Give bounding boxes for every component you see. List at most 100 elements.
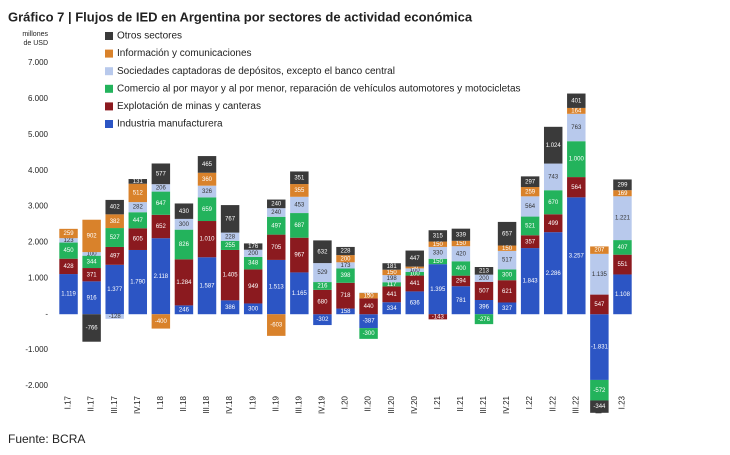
legend-swatch <box>105 120 113 128</box>
data-label: -344 <box>593 404 606 410</box>
data-label: 497 <box>110 253 121 259</box>
data-label: 228 <box>225 234 236 240</box>
data-label: 117 <box>387 282 397 288</box>
data-label: 1.377 <box>107 287 123 293</box>
data-label: 228 <box>340 249 351 255</box>
data-label: 420 <box>456 251 467 257</box>
data-label: 382 <box>110 219 121 225</box>
data-label: 150 <box>433 259 444 265</box>
data-label: -302 <box>316 317 329 323</box>
data-label: 150 <box>502 246 513 252</box>
data-label: 453 <box>294 203 305 209</box>
data-label: 605 <box>133 237 144 243</box>
legend-label: Comercio al por mayor y al por menor, re… <box>117 83 521 94</box>
x-tick-label: II.18 <box>179 395 188 411</box>
x-tick-label: II.21 <box>456 395 465 411</box>
legend-swatch <box>105 50 113 58</box>
data-label: 398 <box>340 273 351 279</box>
legend-swatch <box>105 85 113 93</box>
y-axis-label: de USD <box>23 40 48 47</box>
data-label: 1.790 <box>130 280 146 286</box>
y-tick-label: 4.000 <box>28 166 49 175</box>
data-label: 659 <box>202 207 213 213</box>
data-label: 547 <box>594 302 605 308</box>
data-label: 430 <box>179 209 190 215</box>
x-tick-label: III.20 <box>387 395 396 413</box>
x-tick-label: III.19 <box>294 395 303 413</box>
data-label: -128 <box>109 314 122 320</box>
x-tick-label: II.20 <box>364 395 373 411</box>
legend-label: Industria manufacturera <box>117 119 223 130</box>
data-label: 100 <box>87 251 98 257</box>
data-label: 902 <box>87 233 98 239</box>
y-tick-label: 3.000 <box>28 202 49 211</box>
x-tick-label: III.18 <box>202 395 211 413</box>
data-label: -766 <box>86 326 99 332</box>
data-label: 300 <box>179 222 190 228</box>
y-tick-label: 2.000 <box>28 238 49 247</box>
data-label: 401 <box>571 98 582 104</box>
x-tick-label: I.22 <box>525 395 534 409</box>
y-tick-label: 5.000 <box>28 130 49 139</box>
data-label: 652 <box>156 224 167 230</box>
y-tick-label: 7.000 <box>28 58 49 67</box>
x-tick-label: I.23 <box>618 395 627 409</box>
data-label: 507 <box>479 288 490 294</box>
data-label: 327 <box>502 306 513 312</box>
data-label: 450 <box>64 248 75 254</box>
data-label: 123 <box>64 238 75 244</box>
legend-label: Sociedades captadoras de depósitos, exce… <box>117 66 395 77</box>
data-label: 371 <box>87 272 98 278</box>
data-label: -1.831 <box>591 345 609 351</box>
data-label: 551 <box>617 262 628 268</box>
data-label: 2.118 <box>154 274 169 280</box>
y-axis-label: millones <box>22 31 48 38</box>
data-label: 967 <box>294 253 305 259</box>
data-label: -400 <box>155 319 168 325</box>
data-label: 315 <box>433 233 444 239</box>
data-label: 1.000 <box>569 157 585 163</box>
data-label: 396 <box>479 305 490 311</box>
data-label: 300 <box>502 272 513 278</box>
x-tick-label: I.18 <box>156 395 165 409</box>
data-label: 1.405 <box>223 273 239 279</box>
data-label: 465 <box>202 162 213 168</box>
data-label: 564 <box>571 185 582 191</box>
data-label: 1.513 <box>269 285 285 291</box>
legend-swatch <box>105 67 113 75</box>
legend-label: Explotación de minas y canteras <box>117 101 261 112</box>
data-label: 647 <box>156 201 167 207</box>
data-label: 400 <box>456 266 467 272</box>
data-label: 632 <box>317 249 328 255</box>
data-label: 200 <box>340 256 351 262</box>
data-label: 1.010 <box>200 237 216 243</box>
data-label: 763 <box>571 125 582 131</box>
data-label: -276 <box>478 317 491 323</box>
data-label: 687 <box>294 223 305 229</box>
data-label: -387 <box>363 319 376 325</box>
x-tick-label: II.17 <box>87 395 96 411</box>
data-label: 294 <box>456 278 467 284</box>
y-tick-label: 6.000 <box>28 94 49 103</box>
data-label: 441 <box>387 292 398 298</box>
x-tick-label: IV.20 <box>410 395 419 413</box>
legend-swatch <box>105 102 113 110</box>
data-label: 240 <box>271 201 282 207</box>
data-label: 512 <box>133 190 144 196</box>
data-label: 743 <box>548 174 559 180</box>
data-label: 181 <box>387 264 398 270</box>
data-label: 348 <box>248 261 259 267</box>
data-label: 300 <box>248 306 259 312</box>
data-label: 355 <box>294 188 305 194</box>
data-label: 3.257 <box>569 253 585 259</box>
data-label: 164 <box>571 108 582 114</box>
data-label: 517 <box>502 258 513 264</box>
data-label: 297 <box>525 179 536 185</box>
data-label: 131 <box>133 179 144 185</box>
data-label: 326 <box>202 189 213 195</box>
data-label: 339 <box>456 232 467 238</box>
data-label: 357 <box>525 239 536 245</box>
data-label: 441 <box>410 281 421 287</box>
